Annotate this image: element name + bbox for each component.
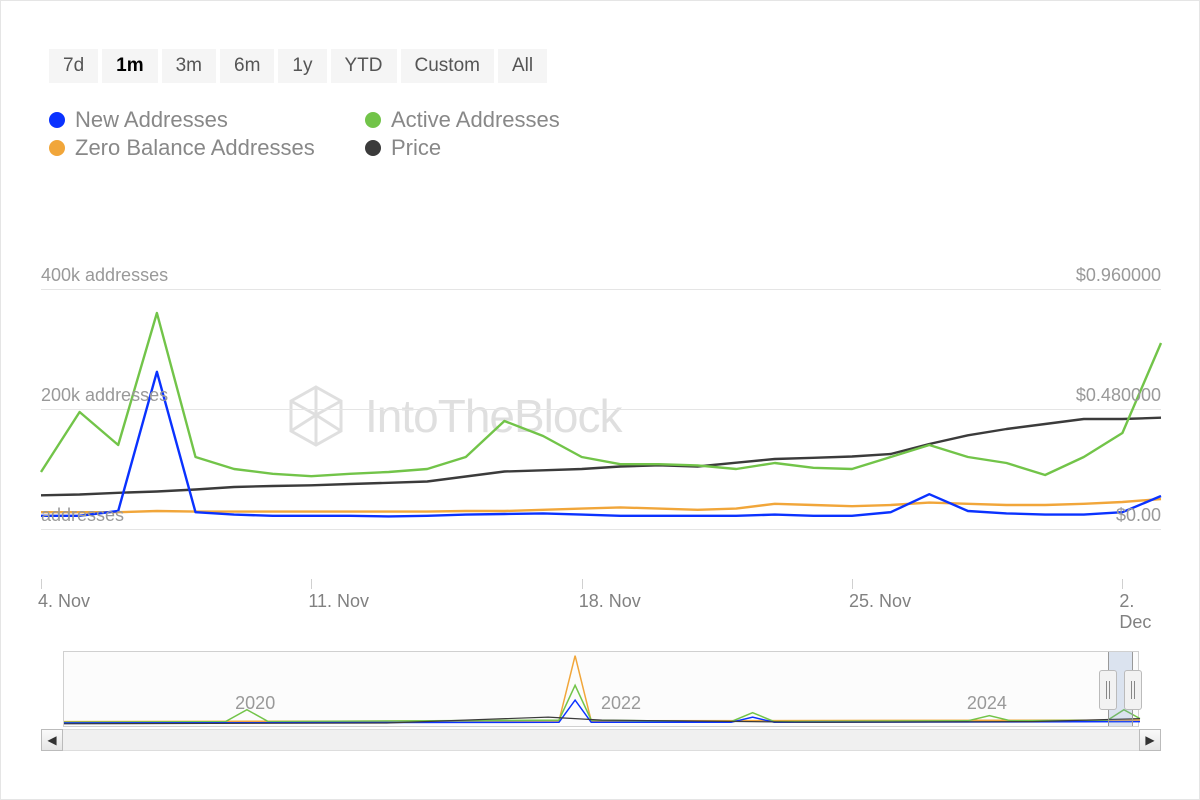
x-axis-label: 18. Nov xyxy=(579,591,641,612)
legend-dot-icon xyxy=(49,140,65,156)
y-axis-right-label: $0.480000 xyxy=(1076,385,1161,406)
legend-dot-icon xyxy=(365,112,381,128)
time-range-all-button[interactable]: All xyxy=(498,49,547,83)
x-axis-label: 2. Dec xyxy=(1119,591,1158,633)
navigator-year-label: 2022 xyxy=(601,693,641,714)
x-axis: 4. Nov11. Nov18. Nov25. Nov2. Dec xyxy=(41,591,1161,621)
time-range-6m-button[interactable]: 6m xyxy=(220,49,274,83)
time-range-group: 7d1m3m6m1yYTDCustomAll xyxy=(1,1,1199,83)
x-tick xyxy=(1122,579,1123,589)
time-range-custom-button[interactable]: Custom xyxy=(401,49,494,83)
legend-item-zero-balance-addresses[interactable]: Zero Balance Addresses xyxy=(49,135,329,161)
y-axis-right-label: $0.960000 xyxy=(1076,265,1161,286)
x-tick xyxy=(311,579,312,589)
legend: New Addresses Active Addresses Zero Balanc… xyxy=(1,83,701,161)
time-range-3m-button[interactable]: 3m xyxy=(162,49,216,83)
y-axis-left-label: 200k addresses xyxy=(41,385,168,406)
legend-label: New Addresses xyxy=(75,107,228,133)
navigator-scroll-right-button[interactable]: ▶ xyxy=(1139,729,1161,751)
legend-item-new-addresses[interactable]: New Addresses xyxy=(49,107,329,133)
legend-dot-icon xyxy=(365,140,381,156)
y-axis-left-label: addresses xyxy=(41,505,124,526)
chart-container: 7d1m3m6m1yYTDCustomAll New Addresses Acti… xyxy=(0,0,1200,800)
time-range-1m-button[interactable]: 1m xyxy=(102,49,157,83)
navigator-scrollbar-track[interactable] xyxy=(63,729,1139,751)
x-axis-label: 4. Nov xyxy=(38,591,90,612)
time-range-1y-button[interactable]: 1y xyxy=(278,49,326,83)
y-axis-right-label: $0.00 xyxy=(1116,505,1161,526)
navigator: 2020 2022 2024 ◀ ▶ xyxy=(41,651,1161,751)
main-chart[interactable]: addresses 200k addresses 400k addresses $0… xyxy=(41,259,1161,579)
x-tick xyxy=(41,579,42,589)
x-tick xyxy=(852,579,853,589)
navigator-year-label: 2024 xyxy=(967,693,1007,714)
legend-dot-icon xyxy=(49,112,65,128)
navigator-chart[interactable] xyxy=(63,651,1139,727)
legend-item-active-addresses[interactable]: Active Addresses xyxy=(365,107,645,133)
legend-label: Zero Balance Addresses xyxy=(75,135,315,161)
x-axis-label: 11. Nov xyxy=(308,591,369,612)
legend-label: Active Addresses xyxy=(391,107,560,133)
legend-item-price[interactable]: Price xyxy=(365,135,645,161)
navigator-years: 2020 2022 2024 xyxy=(63,693,1139,715)
time-range-ytd-button[interactable]: YTD xyxy=(331,49,397,83)
y-axis-left-label: 400k addresses xyxy=(41,265,168,286)
x-axis-label: 25. Nov xyxy=(849,591,911,612)
chart-plot xyxy=(41,259,1161,579)
navigator-year-label: 2020 xyxy=(235,693,275,714)
navigator-scroll-left-button[interactable]: ◀ xyxy=(41,729,63,751)
time-range-7d-button[interactable]: 7d xyxy=(49,49,98,83)
legend-label: Price xyxy=(391,135,441,161)
x-tick xyxy=(582,579,583,589)
